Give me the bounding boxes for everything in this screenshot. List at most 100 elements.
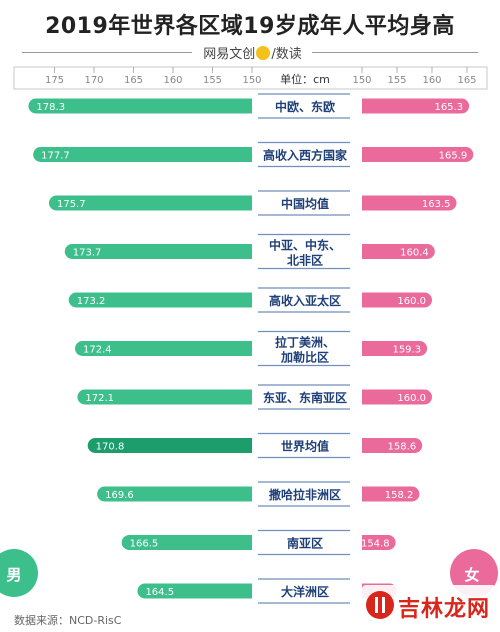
female-bar: [362, 292, 432, 308]
male-bar-end: [242, 292, 252, 308]
data-source-note: 数据来源：NCD-RisC: [14, 614, 122, 627]
male-bar: [121, 535, 253, 550]
chart-area: 175 170 165 160 155 150 150 155 160 165 单位：cm 178.3…: [0, 66, 498, 604]
source-credit-text: 网易文创/数读: [195, 43, 310, 62]
male-value-label: 173.7: [73, 248, 102, 259]
source-credit-column: /数读: [271, 47, 302, 62]
category-label-line2: 加勒比区: [280, 350, 329, 365]
female-bar-end: [362, 535, 372, 550]
category-label-line1: 拉丁美洲、: [275, 335, 335, 350]
male-bar: [87, 438, 253, 453]
left-axis-tick-label: 165: [124, 75, 143, 86]
category-label-line1: 中亚、中东、: [269, 238, 341, 253]
male-value-label: 164.5: [145, 587, 174, 598]
female-badge-label: 女: [464, 566, 479, 584]
male-value-label: 166.5: [130, 539, 159, 550]
axis-frame: [13, 66, 488, 90]
female-value-label: 163.5: [422, 199, 451, 210]
female-bar-end: [362, 147, 372, 162]
female-bar: [362, 341, 428, 356]
watermark-text: 吉林龙网: [398, 597, 491, 622]
male-bar-end: [242, 583, 252, 599]
category-label: 撒哈拉非洲区: [269, 487, 341, 502]
female-value-label: 165.9: [439, 151, 468, 162]
male-bar-end: [242, 147, 252, 162]
male-bar-end: [242, 195, 252, 211]
female-bar: [362, 195, 457, 211]
left-axis-tick-label: 155: [203, 75, 222, 86]
left-axis-tick-label: 170: [84, 75, 103, 86]
female-bar-end: [362, 292, 372, 308]
category-label: 世界均值: [281, 439, 329, 454]
male-bar: [75, 341, 252, 356]
female-value-label: 160.0: [397, 296, 426, 307]
watermark-logo-icon: [366, 591, 394, 619]
male-value-label: 175.7: [57, 199, 86, 210]
female-bar-end: [362, 341, 372, 356]
female-bar: [362, 438, 423, 453]
male-bar: [68, 292, 252, 308]
category-label: 高收入西方国家: [263, 148, 348, 163]
male-bar-end: [242, 244, 252, 259]
category-label: 南亚区: [287, 536, 323, 551]
female-bar-end: [362, 486, 372, 502]
left-axis-tick-label: 150: [242, 75, 261, 86]
female-value-label: 158.2: [385, 490, 414, 501]
female-bar: [362, 98, 470, 114]
male-bar-end: [242, 98, 252, 114]
category-label: 中欧、东欧: [275, 99, 335, 114]
male-bar-end: [242, 341, 252, 356]
male-value-label: 172.4: [83, 345, 112, 356]
category-label-line2: 北非区: [287, 253, 323, 268]
right-axis-tick-label: 160: [422, 75, 441, 86]
category-label: 东亚、东南亚区: [263, 390, 347, 405]
male-bar-end: [242, 486, 252, 502]
left-axis-tick-label: 175: [45, 75, 64, 86]
male-bar: [77, 389, 252, 405]
female-bar: [362, 486, 420, 502]
category-label: 高收入亚太区: [269, 293, 341, 308]
right-axis-tick-label: 155: [387, 75, 406, 86]
male-bar-end: [242, 535, 252, 550]
male-bar: [48, 195, 252, 211]
chart-title: 2019年世界各区域19岁成年人平均身高: [45, 14, 455, 39]
brand-dot-icon: [256, 46, 271, 60]
source-credit: 网易文创/数读: [0, 40, 500, 64]
male-value-label: 177.7: [41, 151, 70, 162]
female-bar: [362, 147, 474, 162]
source-credit-brand: 网易文创: [203, 47, 256, 62]
female-value-label: 160.0: [397, 393, 426, 404]
female-value-label: 158.6: [388, 442, 417, 453]
divider-right: [312, 52, 478, 53]
male-bar-end: [242, 438, 252, 453]
male-value-label: 173.2: [77, 296, 106, 307]
male-bar-end: [242, 389, 252, 405]
female-value-label: 160.4: [400, 248, 429, 259]
male-bar: [28, 98, 253, 114]
female-bar-end: [362, 195, 372, 211]
female-bar-end: [362, 98, 372, 114]
right-axis-tick-label: 165: [457, 75, 476, 86]
right-axis-tick-label: 150: [352, 75, 371, 86]
male-bar: [137, 583, 252, 599]
female-value-label: 165.3: [434, 102, 463, 113]
female-bar-end: [362, 244, 372, 259]
divider-left: [22, 52, 192, 53]
female-bar: [362, 389, 432, 405]
male-value-label: 178.3: [36, 102, 65, 113]
male-badge-label: 男: [6, 566, 21, 584]
unit-label: 单位：cm: [280, 72, 330, 86]
female-value-label: 159.3: [392, 345, 421, 356]
male-value-label: 170.8: [96, 442, 125, 453]
male-value-label: 172.1: [85, 393, 114, 404]
female-bar-end: [362, 389, 372, 405]
male-bar: [33, 147, 252, 162]
category-label: 中国均值: [281, 196, 329, 211]
male-badge: [0, 549, 38, 597]
watermark: 吉林龙网: [362, 585, 496, 627]
male-bar: [64, 244, 253, 259]
male-bar: [97, 486, 252, 502]
male-value-label: 169.6: [105, 490, 134, 501]
female-bar-end: [362, 438, 372, 453]
female-value-label: 154.8: [361, 539, 390, 550]
